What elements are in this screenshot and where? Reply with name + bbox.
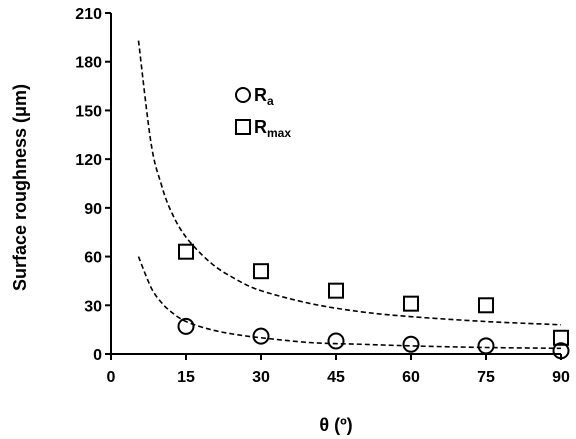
legend-ra-label-main: R <box>254 85 267 105</box>
x-tick-label: 15 <box>177 369 195 386</box>
legend-ra-label-sub: a <box>267 94 274 108</box>
y-axis-title: Surface roughness (μm) <box>10 84 30 291</box>
point-ra <box>477 337 495 355</box>
x-tick-label: 0 <box>107 369 116 386</box>
x-tick-label: 75 <box>477 369 495 386</box>
trendline-ra <box>137 256 562 350</box>
point-rmax <box>253 263 269 280</box>
point-ra <box>552 342 570 360</box>
legend-rmax-marker <box>235 119 251 135</box>
y-tick-label: 60 <box>84 250 102 267</box>
x-tick-label: 60 <box>402 369 420 386</box>
point-rmax <box>553 329 569 346</box>
trendline-rmax <box>137 40 562 326</box>
y-tick-label: 90 <box>84 201 102 218</box>
y-tick-label: 120 <box>75 152 102 169</box>
x-axis-title: θ (º) <box>319 415 352 435</box>
legend: Ra Rmax <box>235 85 291 140</box>
point-rmax <box>328 282 344 299</box>
legend-ra-marker <box>235 87 251 103</box>
y-tick-label: 210 <box>75 6 102 23</box>
point-ra <box>327 332 345 350</box>
x-tick-label: 30 <box>252 369 270 386</box>
point-ra <box>402 335 420 353</box>
point-rmax <box>478 297 494 314</box>
point-rmax <box>178 243 194 260</box>
y-tick-label: 30 <box>84 298 102 315</box>
legend-rmax-label: Rmax <box>254 117 291 140</box>
ticks-layer: 0 30 60 90 120 150 180 210 0 15 30 45 60 75 90 <box>75 6 570 386</box>
legend-rmax-label-sub: max <box>267 126 291 140</box>
x-tick-label: 45 <box>327 369 345 386</box>
legend-rmax-label-main: R <box>254 117 267 137</box>
trendline-layer <box>137 40 562 350</box>
y-tick-label: 150 <box>75 103 102 120</box>
marker-layer <box>177 243 570 360</box>
point-ra <box>252 327 270 345</box>
legend-ra-label: Ra <box>254 85 274 108</box>
y-tick-label: 0 <box>93 347 102 364</box>
y-tick-label: 180 <box>75 55 102 72</box>
point-rmax <box>403 295 419 312</box>
x-tick-label: 90 <box>552 369 570 386</box>
point-ra <box>177 317 195 335</box>
